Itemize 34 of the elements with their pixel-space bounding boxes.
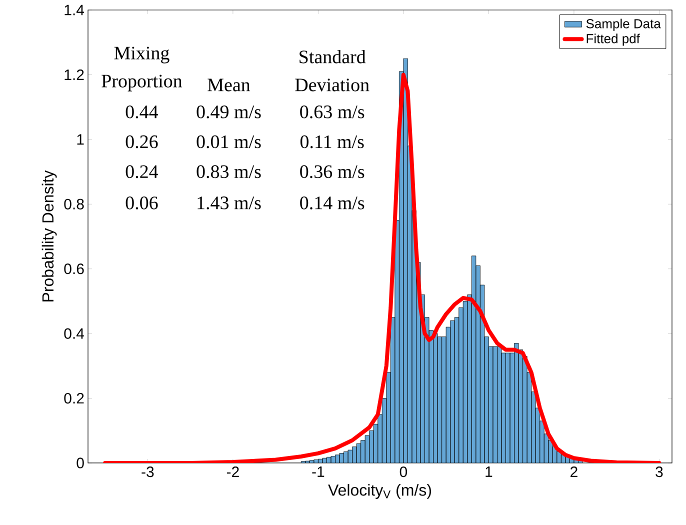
- y-tick-label: 0.2: [64, 392, 84, 404]
- annotation: 0.49 m/s: [196, 105, 261, 118]
- x-tick-label: -3: [142, 466, 154, 478]
- annotation: 0.01 m/s: [196, 135, 261, 148]
- annotation: Mean: [208, 78, 250, 92]
- annotation: 0.83 m/s: [196, 165, 261, 178]
- annotation: 0.14 m/s: [300, 196, 364, 210]
- x-tick-label: 3: [656, 466, 663, 478]
- x-tick-label: 2: [570, 466, 578, 477]
- y-axis-title: Probability Density: [42, 170, 57, 302]
- y-tick-label: 1.2: [64, 69, 84, 80]
- y-tick-label: 0: [76, 458, 84, 468]
- annotation: 1.43 m/s: [198, 196, 261, 210]
- x-tick-label: -2: [226, 466, 239, 477]
- x-axis-title: Velocity$_{V}$ (m/s): [328, 484, 431, 499]
- annotation: Mixing Proportion: [102, 46, 182, 92]
- x-tick-label: 1: [486, 466, 492, 477]
- annotation: 0.06: [126, 196, 158, 210]
- x-tick-label: -1: [312, 466, 324, 477]
- legend-label: Fitted pdf: [586, 34, 640, 46]
- y-tick-label: 0.6: [64, 264, 84, 274]
- legend-label: Sample Data: [586, 18, 661, 31]
- y-tick-label: 1.4: [64, 4, 84, 16]
- y-tick-label: 0.8: [64, 198, 84, 210]
- annotation: 0.63 m/s: [300, 105, 364, 118]
- annotation: 0.44: [126, 105, 158, 118]
- annotation: 0.11 m/s: [300, 135, 364, 148]
- y-tick-label: 1: [77, 134, 84, 145]
- y-tick-label: 0.4: [64, 328, 84, 339]
- annotation: Standard Deviation: [295, 50, 370, 92]
- annotation: 0.24: [126, 165, 158, 178]
- x-tick-label: 0: [400, 466, 408, 478]
- annotation: 0.36 m/s: [300, 165, 364, 178]
- annotation: 0.26: [126, 135, 158, 148]
